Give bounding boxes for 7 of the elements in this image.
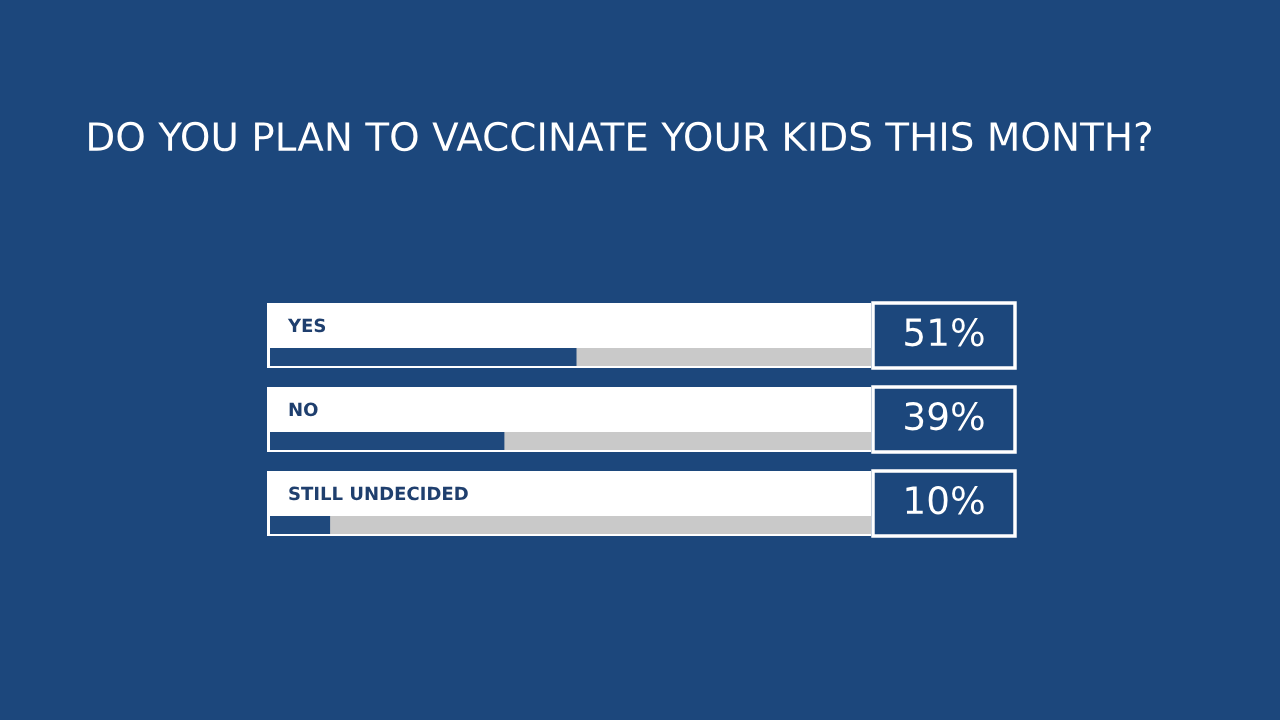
data-label: 10% — [906, 486, 984, 515]
y-tick-label: NO — [289, 402, 318, 417]
data-label: 39% — [905, 402, 984, 431]
data-label: 51% — [905, 318, 984, 347]
y-tick-label: STILL UNDECIDED — [289, 486, 468, 501]
chart-title: DO YOU PLAN TO VACCINATE YOUR KIDS THIS MONTH? — [89, 121, 1151, 152]
y-tick-label: YES — [287, 318, 326, 333]
